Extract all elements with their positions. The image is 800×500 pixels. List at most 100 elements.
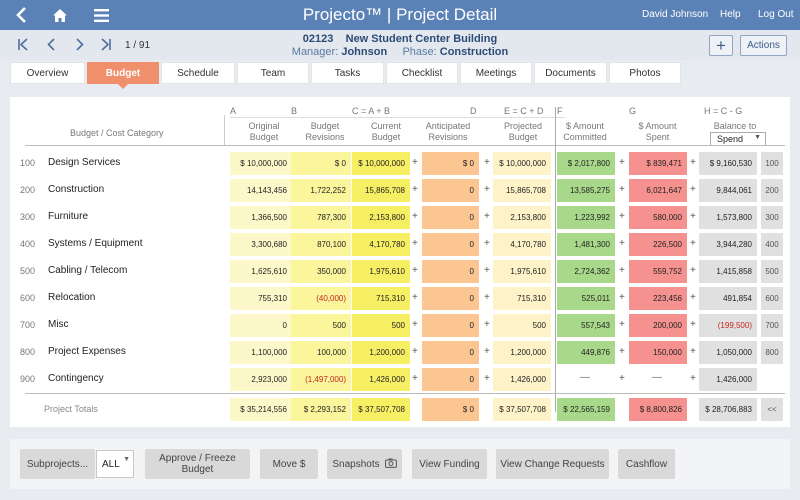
original-budget-cell[interactable]: 1,625,610 [230,260,292,283]
snapshots-button[interactable]: Snapshots [327,449,402,479]
balance-cell[interactable]: 1,050,000 [699,341,757,364]
balance-cell[interactable]: 1,426,000 [699,368,757,391]
projected-budget-cell[interactable]: 1,200,000 [493,341,551,364]
anticipated-revisions-cell[interactable]: 0 [422,341,479,364]
amount-spent-cell[interactable]: 200,000 [629,314,687,337]
move-money-button[interactable]: Move $ [260,449,318,479]
current-budget-cell[interactable]: 15,865,708 [352,179,410,202]
amount-spent-cell[interactable]: 6,021,647 [629,179,687,202]
budget-revisions-cell[interactable]: 787,300 [291,206,351,229]
row-category-name[interactable]: Systems / Equipment [48,238,143,249]
last-record-icon[interactable] [98,38,112,52]
row-detail-button[interactable]: 500 [761,260,783,283]
row-category-name[interactable]: Project Expenses [48,346,126,357]
row-category-name[interactable]: Cabling / Telecom [48,265,128,276]
anticipated-revisions-cell[interactable]: $ 0 [422,152,479,175]
subprojects-button[interactable]: Subprojects... [20,449,95,479]
balance-cell[interactable]: 9,844,061 [699,179,757,202]
amount-committed-cell[interactable]: 525,011 [557,287,615,310]
amount-committed-cell[interactable]: 449,876 [557,341,615,364]
tab-budget[interactable]: Budget [87,62,159,89]
projected-budget-cell[interactable]: 2,153,800 [493,206,551,229]
tab-overview[interactable]: Overview [10,62,85,84]
anticipated-revisions-cell[interactable]: 0 [422,314,479,337]
tab-schedule[interactable]: Schedule [161,62,235,84]
anticipated-revisions-cell[interactable]: 0 [422,368,479,391]
subprojects-filter-select[interactable]: ALL ▼ [96,450,134,478]
back-icon[interactable] [7,0,35,30]
balance-cell[interactable]: $ 9,160,530 [699,152,757,175]
amount-committed-cell[interactable]: 2,724,362 [557,260,615,283]
budget-revisions-cell[interactable]: 500 [291,314,351,337]
anticipated-revisions-cell[interactable]: 0 [422,260,479,283]
budget-revisions-cell[interactable]: (40,000) [291,287,351,310]
row-detail-button[interactable]: 700 [761,314,783,337]
amount-committed-cell[interactable]: $ 2,017,800 [557,152,615,175]
balance-cell[interactable]: 491,854 [699,287,757,310]
amount-spent-cell[interactable]: 150,000 [629,341,687,364]
cashflow-button[interactable]: Cashflow [618,449,675,479]
projected-budget-cell[interactable]: 1,426,000 [493,368,551,391]
row-detail-button[interactable]: 300 [761,206,783,229]
amount-spent-cell[interactable]: 559,752 [629,260,687,283]
projected-budget-cell[interactable]: 1,975,610 [493,260,551,283]
row-category-name[interactable]: Contingency [48,373,104,384]
tab-meetings[interactable]: Meetings [460,62,532,84]
current-budget-cell[interactable]: 1,975,610 [352,260,410,283]
approve-freeze-budget-button[interactable]: Approve / Freeze Budget [145,449,250,479]
row-detail-button[interactable]: 800 [761,341,783,364]
projected-budget-cell[interactable]: 15,865,708 [493,179,551,202]
collapse-button[interactable]: << [761,398,783,421]
logout-link[interactable]: Log Out [758,9,794,20]
tab-team[interactable]: Team [237,62,309,84]
balance-cell[interactable]: 1,415,858 [699,260,757,283]
amount-committed-cell[interactable]: 1,481,300 [557,233,615,256]
row-detail-button[interactable]: 600 [761,287,783,310]
help-link[interactable]: Help [720,9,741,20]
original-budget-cell[interactable]: 0 [230,314,292,337]
tab-tasks[interactable]: Tasks [311,62,384,84]
budget-revisions-cell[interactable]: 100,000 [291,341,351,364]
amount-spent-cell[interactable]: $ 839,471 [629,152,687,175]
budget-revisions-cell[interactable]: 1,722,252 [291,179,351,202]
user-name-link[interactable]: David Johnson [642,9,709,20]
actions-button[interactable]: Actions [740,35,787,56]
current-budget-cell[interactable]: 715,310 [352,287,410,310]
projected-budget-cell[interactable]: 500 [493,314,551,337]
budget-revisions-cell[interactable]: 350,000 [291,260,351,283]
row-detail-button[interactable]: 400 [761,233,783,256]
budget-revisions-cell[interactable]: 870,100 [291,233,351,256]
current-budget-cell[interactable]: 1,200,000 [352,341,410,364]
row-category-name[interactable]: Misc [48,319,69,330]
projected-budget-cell[interactable]: $ 10,000,000 [493,152,551,175]
view-change-requests-button[interactable]: View Change Requests [496,449,609,479]
current-budget-cell[interactable]: $ 10,000,000 [352,152,410,175]
original-budget-cell[interactable]: 14,143,456 [230,179,292,202]
balance-cell[interactable]: 1,573,800 [699,206,757,229]
first-record-icon[interactable] [16,38,30,52]
previous-record-icon[interactable] [44,38,58,52]
current-budget-cell[interactable]: 500 [352,314,410,337]
anticipated-revisions-cell[interactable]: 0 [422,233,479,256]
amount-committed-cell[interactable]: 13,585,275 [557,179,615,202]
amount-spent-cell[interactable]: 226,500 [629,233,687,256]
current-budget-cell[interactable]: 4,170,780 [352,233,410,256]
anticipated-revisions-cell[interactable]: 0 [422,179,479,202]
budget-revisions-cell[interactable]: (1,497,000) [291,368,351,391]
original-budget-cell[interactable]: 755,310 [230,287,292,310]
home-icon[interactable] [46,0,74,30]
amount-spent-cell[interactable]: 223,456 [629,287,687,310]
amount-committed-cell[interactable]: 1,223,992 [557,206,615,229]
balance-cell[interactable]: (199,500) [699,314,757,337]
row-category-name[interactable]: Furniture [48,211,89,222]
original-budget-cell[interactable]: 1,100,000 [230,341,292,364]
original-budget-cell[interactable]: 1,366,500 [230,206,292,229]
view-funding-button[interactable]: View Funding [412,449,487,479]
menu-icon[interactable] [87,0,115,30]
anticipated-revisions-cell[interactable]: 0 [422,206,479,229]
balance-cell[interactable]: 3,944,280 [699,233,757,256]
projected-budget-cell[interactable]: 4,170,780 [493,233,551,256]
projected-budget-cell[interactable]: 715,310 [493,287,551,310]
row-category-name[interactable]: Relocation [48,292,96,303]
tab-photos[interactable]: Photos [609,62,681,84]
